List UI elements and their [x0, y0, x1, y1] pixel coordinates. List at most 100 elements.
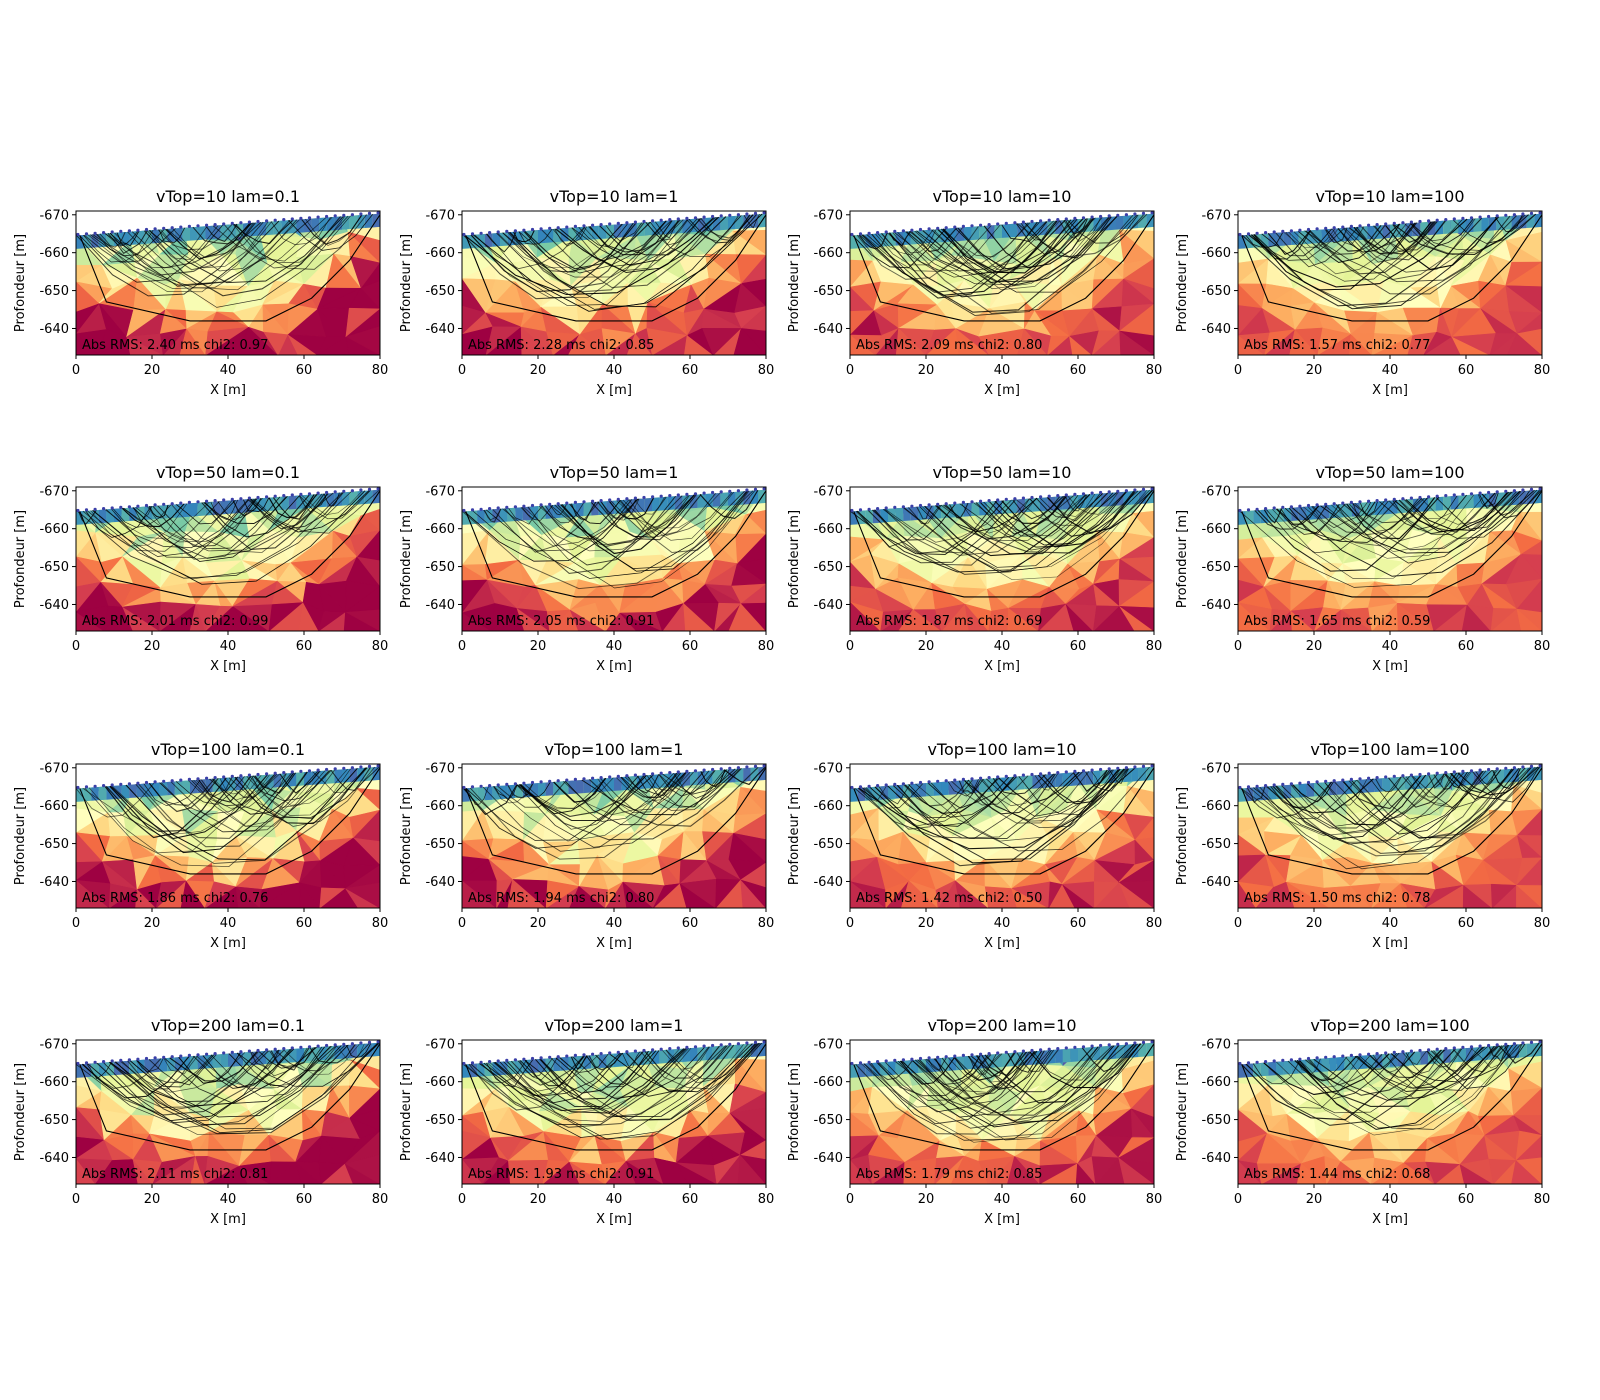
- surface-cell: [1238, 235, 1246, 249]
- geophone-marker: [325, 767, 329, 772]
- ray: [544, 502, 585, 524]
- geophone-marker: [1081, 1045, 1086, 1049]
- ray: [1411, 772, 1454, 798]
- ray: [203, 495, 288, 524]
- geophone-marker: [1064, 493, 1068, 497]
- x-tick-label: 20: [918, 916, 935, 931]
- geophone-marker: [1298, 504, 1302, 508]
- ray: [462, 775, 645, 849]
- geophone-marker: [1090, 1044, 1094, 1048]
- y-tick-label: -670: [425, 208, 455, 223]
- geophone-marker: [685, 216, 689, 220]
- x-tick-label: 20: [530, 363, 547, 378]
- x-tick-label: 20: [1306, 639, 1323, 654]
- surface-cell: [1481, 493, 1489, 508]
- ray: [274, 1044, 349, 1072]
- geophone-marker: [1538, 764, 1542, 768]
- rms-annotation: Abs RMS: 2.28 ms chi2: 0.85: [468, 338, 654, 353]
- ray: [163, 1055, 199, 1075]
- geophone-marker: [970, 1053, 974, 1057]
- surface-cell: [484, 233, 493, 248]
- velocity-mesh: [462, 487, 766, 631]
- y-tick-label: -640: [1201, 322, 1231, 337]
- geophone-marker: [1289, 505, 1293, 509]
- geophone-marker: [616, 497, 620, 501]
- geophone-marker: [936, 779, 940, 783]
- ray: [605, 222, 643, 242]
- geophone-marker: [350, 1042, 354, 1046]
- ray: [223, 774, 276, 798]
- ray: [509, 219, 680, 293]
- geophone-marker: [505, 505, 509, 509]
- geophone-marker: [970, 224, 974, 228]
- ray: [77, 492, 343, 579]
- geophone-marker: [488, 507, 492, 511]
- ray: [1064, 494, 1088, 512]
- geophone-marker: [1099, 1043, 1103, 1048]
- geophone-marker: [1512, 213, 1516, 217]
- air-region: [1238, 211, 1542, 236]
- ray: [1435, 490, 1522, 530]
- ray: [82, 500, 220, 552]
- surface-cell: [500, 785, 508, 800]
- geophone-marker: [496, 783, 500, 787]
- geophone-marker: [522, 228, 526, 232]
- geophone-marker: [745, 488, 749, 492]
- geophone-marker: [728, 489, 732, 493]
- geophone-marker: [213, 499, 217, 503]
- geophone-marker: [256, 1048, 260, 1053]
- geophone-marker: [265, 1048, 269, 1052]
- air-region: [1238, 487, 1542, 512]
- geophone-marker: [1281, 782, 1285, 787]
- ray: [1369, 1046, 1480, 1090]
- ray: [474, 226, 586, 270]
- geophone-marker: [642, 495, 646, 500]
- x-tick-label: 80: [1534, 1192, 1551, 1207]
- x-tick-label: 60: [296, 1192, 313, 1207]
- surface-cell: [652, 1050, 660, 1065]
- ray-envelope: [465, 214, 766, 322]
- x-axis-label: X [m]: [210, 659, 246, 674]
- ray: [949, 502, 969, 519]
- geophone-marker: [505, 1058, 509, 1062]
- ray: [1412, 768, 1515, 809]
- ray: [270, 217, 331, 245]
- ray: [1270, 781, 1332, 808]
- geophone-marker: [1538, 1040, 1542, 1044]
- x-tick-label: 60: [1070, 639, 1087, 654]
- geophone-marker: [745, 765, 749, 769]
- geophone-marker: [325, 490, 329, 495]
- ray: [1063, 217, 1102, 243]
- geophone-marker: [505, 782, 509, 787]
- geophone-marker: [1281, 229, 1285, 233]
- x-tick-label: 20: [1306, 916, 1323, 931]
- geophone-marker: [1504, 1042, 1508, 1046]
- ray-paths: [1238, 764, 1542, 875]
- geophone-marker: [119, 505, 123, 509]
- x-axis-label: X [m]: [210, 383, 246, 398]
- y-axis-label: Profondeur [m]: [1175, 510, 1190, 608]
- geophone-marker: [876, 1060, 880, 1064]
- geophone-marker: [1264, 507, 1268, 511]
- ray-envelope: [79, 214, 380, 322]
- ray: [87, 1048, 295, 1122]
- y-axis-label: Profondeur [m]: [1175, 234, 1190, 332]
- geophone-marker: [910, 228, 914, 232]
- ray-paths: [76, 211, 380, 322]
- ray-paths: [850, 764, 1154, 875]
- subplot-14: 0 20 40 60 80 -670 -660 -650 -640 vTop=200 lam=1 X…: [399, 1016, 774, 1227]
- geophone-marker: [927, 503, 931, 507]
- subplot-6: 0 20 40 60 80 -670 -660 -650 -640 vTop=50 lam=1 X …: [399, 463, 774, 674]
- y-tick-label: -660: [425, 522, 455, 537]
- subplot-title: vTop=200 lam=0.1: [151, 1016, 305, 1035]
- geophone-marker: [333, 767, 337, 771]
- air-region: [76, 764, 380, 789]
- geophone-marker: [1332, 1055, 1336, 1059]
- ray: [553, 773, 674, 822]
- ray: [1066, 214, 1139, 244]
- geophone-marker: [711, 214, 715, 219]
- geophone-marker: [884, 230, 888, 234]
- ray: [608, 497, 655, 520]
- ray: [644, 1045, 720, 1079]
- ray: [1342, 770, 1484, 835]
